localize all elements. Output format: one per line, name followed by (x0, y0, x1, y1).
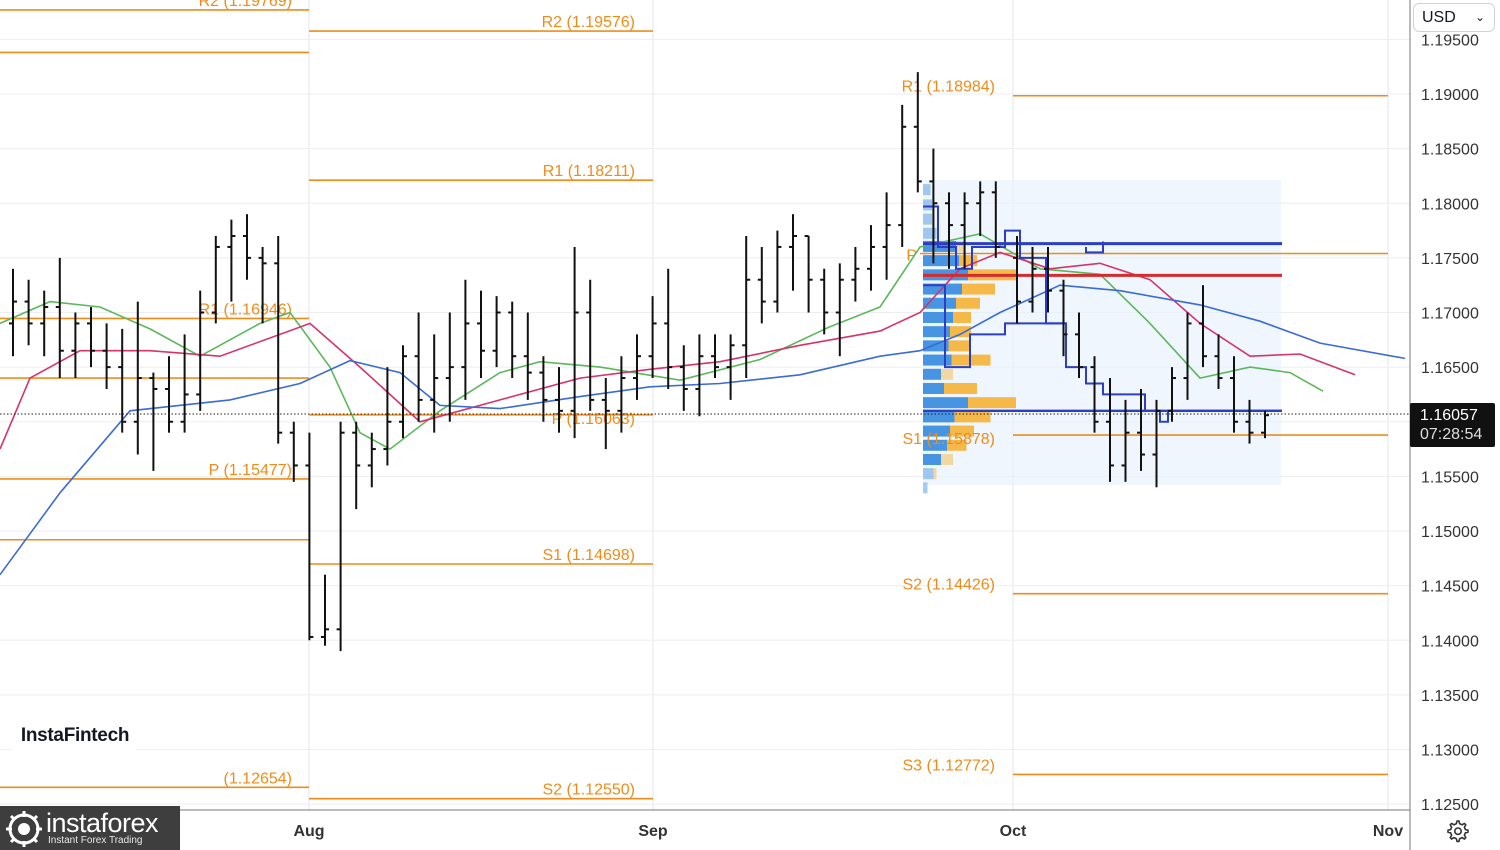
pivot-label: S2 (1.14426) (902, 577, 995, 594)
price-tick-label: 1.17000 (1421, 306, 1479, 323)
volume-profile-sell-bar (948, 340, 971, 352)
price-tick-label: 1.15500 (1421, 469, 1479, 486)
logo-brand: instaforex (46, 808, 159, 838)
volume-profile-buy-bar (923, 354, 952, 366)
price-tick-label: 1.12500 (1421, 797, 1479, 814)
pivot-label: R1 (1.18984) (902, 79, 995, 96)
price-tick-label: 1.14500 (1421, 579, 1479, 596)
moving-averages (0, 232, 1406, 576)
volume-profile-buy-bar (923, 255, 959, 267)
pivot-label: R1 (1.16946) (199, 301, 292, 318)
pivot-label: S3 (1.12772) (902, 757, 995, 774)
volume-profile-sell-bar (950, 425, 974, 437)
gear-icon[interactable] (1444, 818, 1470, 844)
volume-profile-buy-bar (923, 397, 968, 409)
price-tick-label: 1.19500 (1421, 32, 1479, 49)
volume-profile-sell-bar (953, 311, 971, 323)
pivot-levels: R2 (1.19769) R1 (1.16946) P (1.15477) (1.12… (0, 0, 1388, 800)
volume-profile-buy-bar (923, 184, 931, 196)
developing-poc-line (923, 284, 1066, 369)
volume-profile-buy-bar (923, 199, 932, 211)
chevron-down-icon: ⌄ (1474, 10, 1485, 24)
volume-profile-buy-bar (923, 382, 944, 394)
volume-profile-buy-bar (923, 227, 937, 239)
volume-profile-buy-bar (923, 297, 956, 309)
pivot-label: S1 (1.14698) (542, 547, 635, 564)
volume-profile-sell-bar (941, 453, 953, 465)
pivot-label: P (1.16063) (552, 411, 635, 428)
volume-profile-sell-bar (962, 283, 995, 295)
pivot-label: R1 (1.18211) (543, 163, 635, 180)
time-tick-label: Oct (1000, 823, 1027, 840)
volume-profile-sell-bar (956, 240, 964, 252)
ema-blue-line (0, 284, 1406, 576)
volume-profile-buy-bar (923, 326, 950, 338)
volume-profile-buy-bar (923, 340, 949, 352)
volume-profile-sell-bar (959, 255, 977, 267)
ema-green-line (0, 232, 1324, 451)
ema-red-line (0, 251, 1356, 450)
volume-profile-buy-bar (923, 468, 934, 480)
volume-profile-sell-bar (968, 397, 1016, 409)
pivot-label: P (906, 248, 917, 265)
volume-profile-range-box (923, 180, 1281, 485)
time-tick-label: Nov (1373, 823, 1403, 840)
currency-select[interactable]: USD ⌄ (1413, 3, 1495, 32)
volume-profile-buy-bar (923, 411, 955, 423)
price-tick-label: 1.18000 (1421, 196, 1479, 213)
volume-profile-buy-bar (923, 439, 947, 451)
currency-value: USD (1422, 8, 1456, 26)
price-tick-label: 1.13000 (1421, 743, 1479, 760)
volume-profile-sell-bar (944, 382, 977, 394)
volume-profile-buy-bar (923, 453, 941, 465)
ohlc-bars (9, 72, 1269, 652)
last-price-value: 1.16057 (1420, 407, 1478, 424)
time-tick-label: Sep (638, 823, 668, 840)
price-tick-label: 1.16500 (1421, 360, 1479, 377)
price-tick-label: 1.13500 (1421, 688, 1479, 705)
volume-profile-sell-bar (933, 468, 937, 480)
price-tick-label: 1.17500 (1421, 251, 1479, 268)
volume-profile-sell-bar (956, 297, 980, 309)
time-axis[interactable]: Aug Sep Oct Nov (293, 823, 1403, 840)
price-tick-label: 1.14000 (1421, 633, 1479, 650)
pivot-label: S1 (1.15878) (902, 431, 995, 448)
pivot-label: R2 (1.19769) (199, 0, 292, 10)
developing-value-area-step (1085, 241, 1104, 254)
volume-profile-buy-bar (923, 425, 950, 437)
instaforex-logo[interactable]: instaforex Instant Forex Trading (0, 806, 180, 850)
volume-profile-sell-bar (947, 439, 967, 451)
volume-profile-buy-bar (923, 482, 928, 494)
last-price-badge: 1.16057 07:28:54 (1410, 403, 1495, 447)
volume-profile-sell-bar (950, 326, 971, 338)
pivot-label: (1.12654) (224, 770, 293, 787)
volume-profile-buy-bar (923, 368, 941, 380)
volume-profile-sell-bar (954, 411, 991, 423)
time-tick-label: Aug (293, 823, 324, 840)
volume-profile-sell-bar (941, 368, 953, 380)
price-tick-label: 1.15000 (1421, 524, 1479, 541)
instaforex-logo-icon (6, 811, 42, 847)
volume-profile-buy-bar (923, 311, 953, 323)
instafintech-label: InstaFintech (12, 717, 138, 755)
price-tick-label: 1.19000 (1421, 87, 1479, 104)
logo-tagline: Instant Forex Trading (48, 835, 143, 846)
pivot-label: P (1.15477) (209, 462, 292, 479)
pivot-label: S2 (1.12550) (542, 782, 635, 799)
price-tick-label: 1.18500 (1421, 142, 1479, 159)
bar-countdown: 07:28:54 (1420, 426, 1483, 443)
price-axis[interactable]: 1.19500 1.19000 1.18500 1.18000 1.17500 1.170… (1421, 32, 1479, 814)
pivot-label: R2 (1.19576) (542, 14, 635, 31)
volume-profile-buy-bar (923, 213, 932, 225)
